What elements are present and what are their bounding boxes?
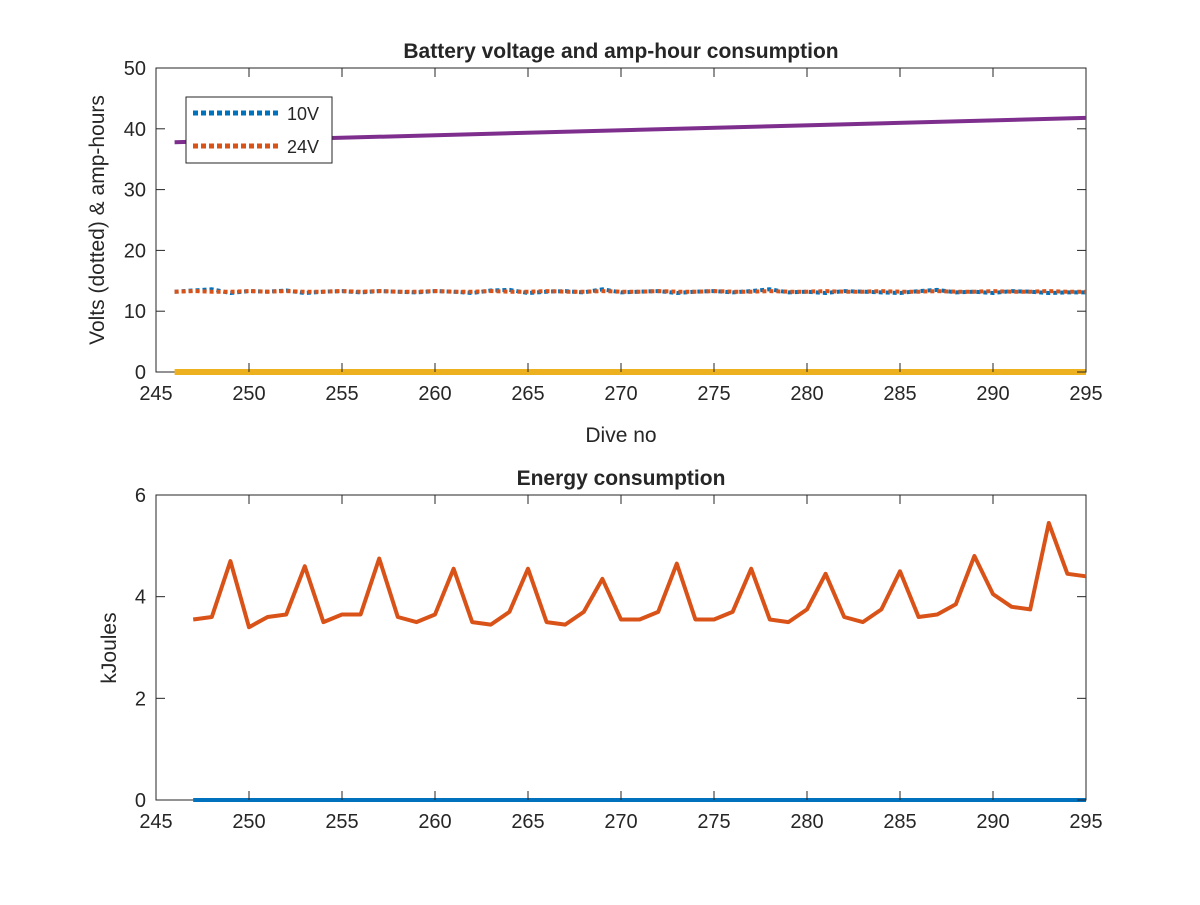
energy-ticks-group: 245 250 255 260 265 270 275 280 285 290 295 0 2 4 6 bbox=[135, 485, 1103, 833]
voltage-x-tick-label: 245 bbox=[139, 383, 172, 405]
energy-x-tick-label: 295 bbox=[1069, 811, 1102, 833]
energy-x-tick-label: 285 bbox=[883, 811, 916, 833]
voltage-axes: 245 250 255 260 265 270 275 280 285 290 295 0 10 20 30… bbox=[86, 40, 1103, 447]
voltage-y-tick-label: 10 bbox=[124, 301, 146, 323]
voltage-y-tick-label: 50 bbox=[124, 58, 146, 80]
voltage-x-axis-label: Dive no bbox=[585, 424, 656, 447]
voltage-x-tick-label: 255 bbox=[325, 383, 358, 405]
voltage-x-tick-label: 270 bbox=[604, 383, 637, 405]
voltage-y-tick-label: 0 bbox=[135, 362, 146, 384]
legend-label-24v: 24V bbox=[287, 137, 319, 157]
energy-y-tick-label: 0 bbox=[135, 790, 146, 812]
energy-x-tick-label: 260 bbox=[418, 811, 451, 833]
voltage-legend[interactable]: 10V 24V bbox=[185, 96, 333, 164]
voltage-x-tick-label: 290 bbox=[976, 383, 1009, 405]
voltage-x-tick-label: 280 bbox=[790, 383, 823, 405]
voltage-ticks-group: 245 250 255 260 265 270 275 280 285 290 295 0 10 20 30… bbox=[124, 58, 1103, 405]
voltage-x-tick-label: 285 bbox=[883, 383, 916, 405]
voltage-y-axis-label: Volts (dotted) & amp-hours bbox=[86, 95, 109, 345]
voltage-x-tick-label: 260 bbox=[418, 383, 451, 405]
voltage-y-tick-label: 20 bbox=[124, 240, 146, 262]
energy-x-tick-label: 245 bbox=[139, 811, 172, 833]
energy-x-tick-label: 290 bbox=[976, 811, 1009, 833]
energy-axes: 245 250 255 260 265 270 275 280 285 290 295 0 2 4 6 En… bbox=[98, 467, 1103, 833]
energy-y-tick-label: 4 bbox=[135, 587, 146, 609]
voltage-x-tick-label: 265 bbox=[511, 383, 544, 405]
energy-x-tick-label: 270 bbox=[604, 811, 637, 833]
voltage-chart-title: Battery voltage and amp-hour consumption bbox=[403, 40, 838, 63]
voltage-y-tick-label: 30 bbox=[124, 180, 146, 202]
energy-x-tick-label: 280 bbox=[790, 811, 823, 833]
energy-y-tick-label: 6 bbox=[135, 485, 146, 507]
energy-series-0-line bbox=[192, 521, 1087, 630]
energy-y-tick-label: 2 bbox=[135, 688, 146, 710]
energy-y-axis-label: kJoules bbox=[98, 612, 121, 683]
legend-label-10v: 10V bbox=[287, 104, 319, 124]
voltage-y-tick-label: 40 bbox=[124, 119, 146, 141]
energy-x-tick-label: 275 bbox=[697, 811, 730, 833]
energy-x-tick-label: 265 bbox=[511, 811, 544, 833]
voltage-x-tick-label: 275 bbox=[697, 383, 730, 405]
energy-chart-title: Energy consumption bbox=[517, 467, 726, 490]
energy-x-tick-label: 250 bbox=[232, 811, 265, 833]
voltage-series-24v-line bbox=[174, 289, 1086, 294]
energy-plot-frame bbox=[155, 494, 1087, 801]
voltage-x-tick-label: 250 bbox=[232, 383, 265, 405]
voltage-x-tick-label: 295 bbox=[1069, 383, 1102, 405]
energy-x-tick-label: 255 bbox=[325, 811, 358, 833]
legend-box bbox=[185, 96, 333, 164]
